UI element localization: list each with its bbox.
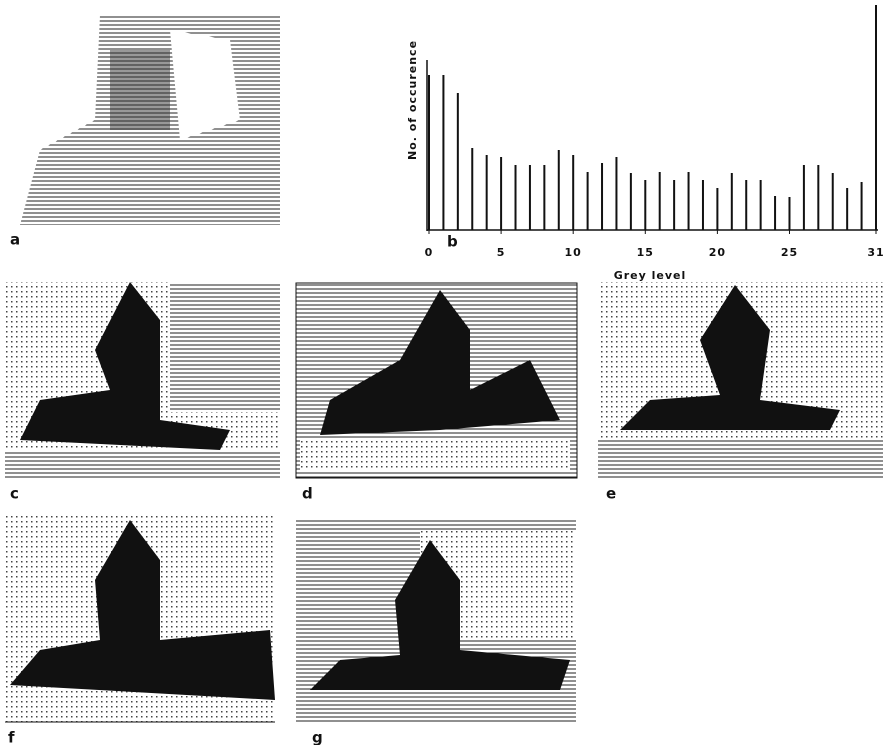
x-axis-label: Grey level bbox=[614, 269, 687, 282]
bar bbox=[428, 75, 430, 230]
bar bbox=[615, 157, 617, 230]
bar bbox=[702, 180, 704, 230]
bar bbox=[688, 172, 690, 230]
y-axis-label: No. of occurence bbox=[406, 40, 419, 160]
bar bbox=[601, 163, 603, 230]
x-tick-label: 5 bbox=[497, 246, 506, 259]
image-e bbox=[598, 282, 883, 478]
image-d bbox=[296, 283, 577, 478]
bar bbox=[673, 180, 675, 230]
image-g bbox=[296, 519, 576, 722]
x-tick-label: 0 bbox=[425, 246, 434, 259]
bar bbox=[875, 5, 877, 230]
bar bbox=[745, 180, 747, 230]
bar bbox=[644, 180, 646, 230]
x-tick-label: 31 bbox=[867, 246, 884, 259]
figure: a b c d e f g Grey level No. of occurenc… bbox=[0, 0, 888, 745]
panel-label: d bbox=[302, 485, 313, 503]
bar bbox=[486, 155, 488, 230]
bar bbox=[817, 165, 819, 230]
bar bbox=[774, 196, 776, 230]
x-tick-label: 25 bbox=[781, 246, 798, 259]
bar bbox=[558, 150, 560, 230]
bar bbox=[861, 182, 863, 230]
image-c bbox=[5, 282, 280, 478]
x-tick-label: 20 bbox=[709, 246, 726, 259]
bar bbox=[442, 75, 444, 230]
bar bbox=[716, 188, 718, 230]
panel-label: b bbox=[447, 233, 458, 251]
bar bbox=[630, 173, 632, 230]
panel-label: g bbox=[312, 729, 323, 745]
image-a bbox=[20, 15, 280, 225]
bar bbox=[760, 180, 762, 230]
bar bbox=[543, 165, 545, 230]
bar bbox=[803, 165, 805, 230]
x-tick-label: 10 bbox=[565, 246, 582, 259]
x-tick-label: 15 bbox=[637, 246, 654, 259]
bar bbox=[587, 172, 589, 230]
image-f bbox=[5, 516, 275, 722]
panel-label: c bbox=[10, 485, 19, 503]
bar bbox=[731, 173, 733, 230]
bar bbox=[500, 157, 502, 230]
bar bbox=[832, 173, 834, 230]
panel-label: a bbox=[10, 231, 20, 249]
bar bbox=[457, 93, 459, 230]
bar bbox=[572, 155, 574, 230]
bar bbox=[659, 172, 661, 230]
bar bbox=[471, 148, 473, 230]
bar bbox=[529, 165, 531, 230]
panel-label: e bbox=[606, 485, 616, 503]
panel-label: f bbox=[8, 729, 15, 745]
bar bbox=[515, 165, 517, 230]
bar bbox=[846, 188, 848, 230]
bar bbox=[788, 197, 790, 230]
